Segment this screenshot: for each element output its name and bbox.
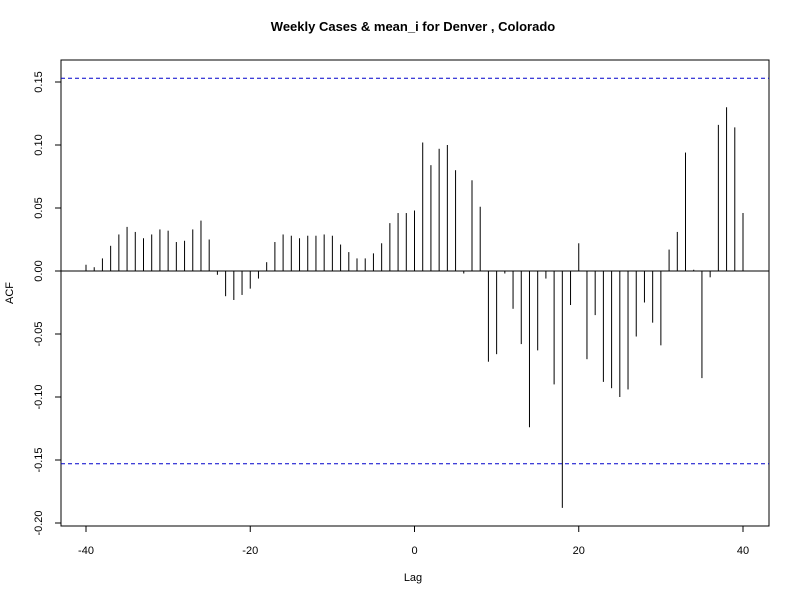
y-axis: -0.20 -0.15 -0.10 -0.05 0.00 0.05 0.10 0.15	[33, 71, 61, 536]
x-tick-label: 0	[411, 545, 417, 557]
x-tick-label: 40	[737, 545, 749, 557]
x-tick-label: -40	[78, 545, 94, 557]
y-tick-label: -0.05	[33, 321, 45, 346]
y-tick-label: -0.15	[33, 447, 45, 472]
x-axis: -40 -20 0 20 40	[78, 526, 749, 557]
y-tick-label: 0.00	[33, 260, 45, 281]
acf-bars	[85, 107, 744, 508]
y-tick-label: -0.20	[33, 510, 45, 535]
y-axis-label: ACF	[4, 282, 16, 304]
x-tick-label: -20	[242, 545, 258, 557]
plot-frame	[60, 59, 770, 527]
x-tick-label: 20	[573, 545, 585, 557]
y-tick-label: 0.15	[33, 71, 45, 92]
x-axis-label: Lag	[404, 572, 422, 584]
y-tick-label: 0.05	[33, 197, 45, 218]
confidence-bounds	[61, 77, 769, 465]
chart-title: Weekly Cases & mean_i for Denver , Color…	[271, 19, 555, 34]
y-tick-label: 0.10	[33, 134, 45, 155]
y-tick-label: -0.10	[33, 384, 45, 409]
